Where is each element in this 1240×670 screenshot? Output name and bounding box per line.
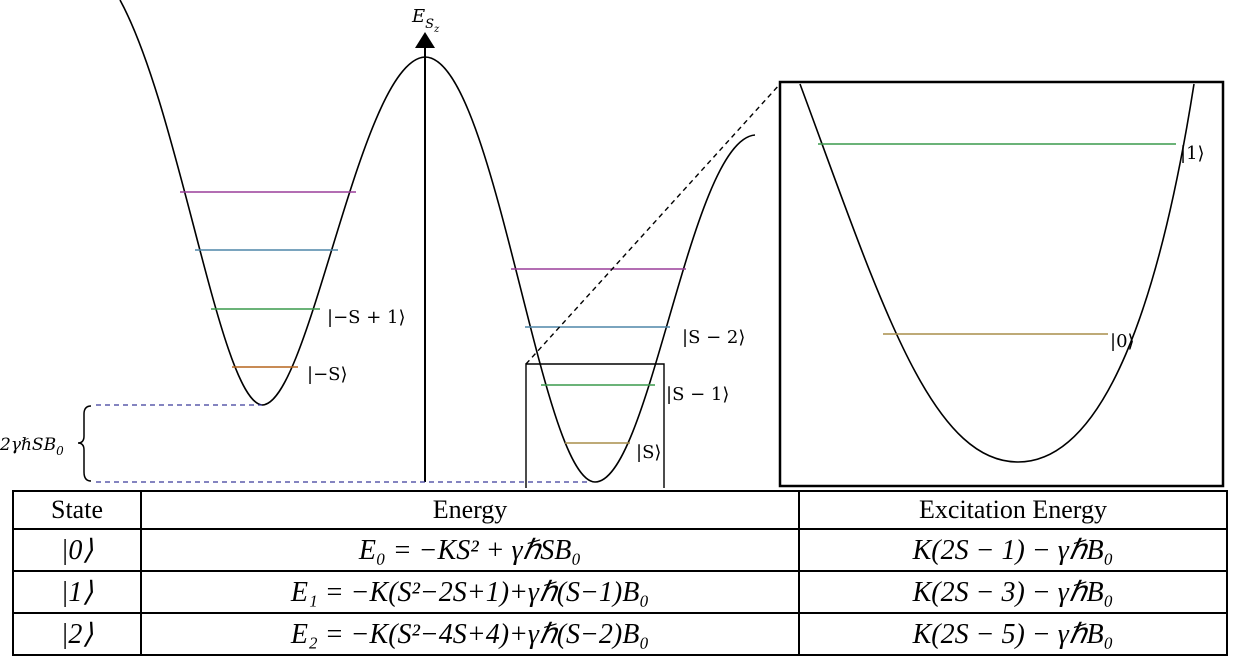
right-first-label: |S − 1⟩ <box>666 384 729 405</box>
excitation-cell: K(2S − 1) − γℏB₀ <box>798 528 1228 572</box>
state-cell: |0⟩ <box>12 528 142 572</box>
right-ground-label: |S⟩ <box>636 442 661 463</box>
state-cell: |2⟩ <box>12 612 142 656</box>
left-first-label: |−S + 1⟩ <box>327 307 405 328</box>
energy-cell: E₂ = −K(S²−4S+4)+γℏ(S−2)B₀ <box>140 612 800 656</box>
axis-label: ESz <box>411 6 440 35</box>
excitation-cell: K(2S − 5) − γℏB₀ <box>798 612 1228 656</box>
energy-table-container: State Energy Excitation Energy |0⟩ E₀ = … <box>12 490 1228 656</box>
zoom-selection-box <box>525 363 665 488</box>
gap-brace <box>77 405 92 482</box>
axis-arrow-icon <box>415 32 435 48</box>
right-second-label: |S − 2⟩ <box>682 327 745 348</box>
energy-table: State Energy Excitation Energy |0⟩ E₀ = … <box>12 490 1228 656</box>
left-ground-label: |−S⟩ <box>307 364 348 385</box>
gap-label: 2γℏSB0 <box>0 435 64 458</box>
excitation-cell: K(2S − 3) − γℏB₀ <box>798 570 1228 614</box>
table-row: |0⟩ E₀ = −KS² + γℏSB₀ K(2S − 1) − γℏB₀ <box>12 528 1228 572</box>
header-excitation: Excitation Energy <box>798 490 1228 530</box>
potential-curve <box>119 0 756 483</box>
table-row: |2⟩ E₂ = −K(S²−4S+4)+γℏ(S−2)B₀ K(2S − 5)… <box>12 612 1228 656</box>
zoom-ground-label: |0⟩ <box>1110 331 1135 352</box>
header-energy: Energy <box>140 490 800 530</box>
energy-cell: E₁ = −K(S²−2S+1)+γℏ(S−1)B₀ <box>140 570 800 614</box>
table-row: |1⟩ E₁ = −K(S²−2S+1)+γℏ(S−1)B₀ K(2S − 3)… <box>12 570 1228 614</box>
energy-diagram: ESz |−S⟩ |−S + 1⟩ |S⟩ |S − 1⟩ |S − 2⟩ 2γ… <box>0 0 1225 488</box>
state-cell: |1⟩ <box>12 570 142 614</box>
energy-cell: E₀ = −KS² + γℏSB₀ <box>140 528 800 572</box>
zoom-well-curve <box>799 83 1195 463</box>
zoom-first-label: |1⟩ <box>1180 143 1205 164</box>
zoom-dashed-line <box>525 83 781 365</box>
zoom-inset-frame <box>778 80 1225 488</box>
table-header-row: State Energy Excitation Energy <box>12 490 1228 530</box>
header-state: State <box>12 490 142 530</box>
